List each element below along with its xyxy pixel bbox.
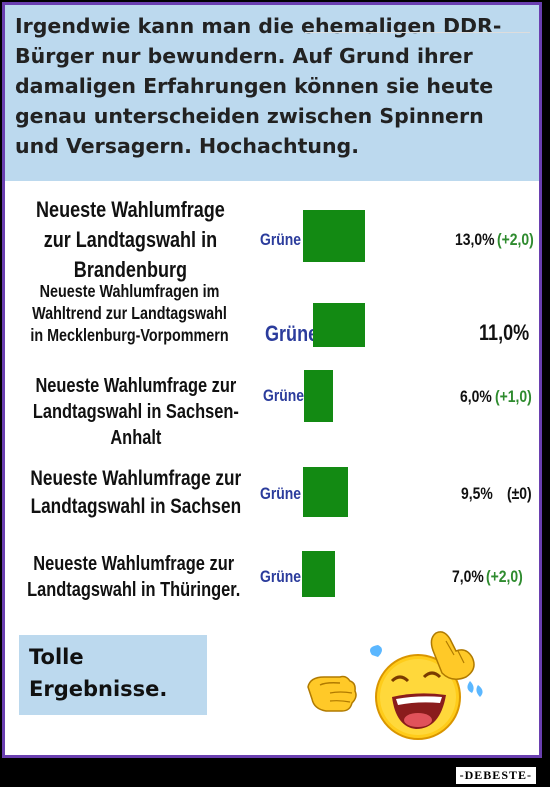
poll-delta: (+2,0): [486, 567, 523, 586]
raised-hand-icon: [430, 631, 475, 680]
party-name: Grüne: [265, 321, 319, 346]
header-caption-box: Irgendwie kann man die ehemaligen DDR-Bü…: [5, 5, 539, 181]
poll-percent: 11,0%: [479, 320, 530, 345]
poll-delta: (+2,0): [497, 230, 534, 249]
poll-delta: (+1,0): [495, 387, 532, 406]
poll-bar: [303, 210, 365, 262]
punchline-line-1: Tolle: [29, 645, 84, 669]
poll-percent: 6,0%: [460, 387, 492, 406]
poll-label-thueringen: Neueste Wahlumfrage zur Landtagswahl in …: [27, 553, 241, 601]
poll-bar: [313, 303, 365, 347]
footer-bar: -DEBESTE-: [0, 758, 550, 787]
poll-bar: [302, 551, 335, 597]
poll-percent: 9,5%: [461, 484, 493, 503]
poll-label-mecklenburg: Neueste Wahlumfragen im Wahltrend zur La…: [30, 281, 229, 345]
poll-bar: [303, 467, 348, 517]
pointing-hand-icon: [307, 675, 357, 712]
poll-bar: [304, 370, 333, 422]
party-name: Grüne: [260, 484, 302, 503]
laughing-emoji-icon: [307, 631, 483, 740]
watermark: -DEBESTE-: [455, 767, 536, 784]
poll-label-sachsen-anhalt: Neueste Wahlumfrage zur Landtagswahl in …: [32, 375, 239, 449]
poll-percent: 13,0%: [455, 230, 495, 249]
party-name: Grüne: [263, 386, 305, 405]
party-name: Grüne: [260, 230, 302, 249]
poll-percent: 7,0%: [452, 567, 484, 586]
divider: [305, 32, 530, 33]
punchline-line-2: Ergebnisse.: [29, 677, 168, 701]
meme-frame: Irgendwie kann man die ehemaligen DDR-Bü…: [2, 2, 542, 758]
party-name: Grüne: [260, 567, 302, 586]
header-caption: Irgendwie kann man die ehemaligen DDR-Bü…: [15, 14, 502, 158]
poll-label-sachsen: Neueste Wahlumfrage zur Landtagswahl in …: [30, 467, 242, 518]
poll-delta: (±0): [507, 484, 532, 503]
punchline-box: Tolle Ergebnisse.: [19, 635, 207, 715]
poll-label-brandenburg: Neueste Wahlumfrage zur Landtagswahl in …: [36, 197, 225, 282]
